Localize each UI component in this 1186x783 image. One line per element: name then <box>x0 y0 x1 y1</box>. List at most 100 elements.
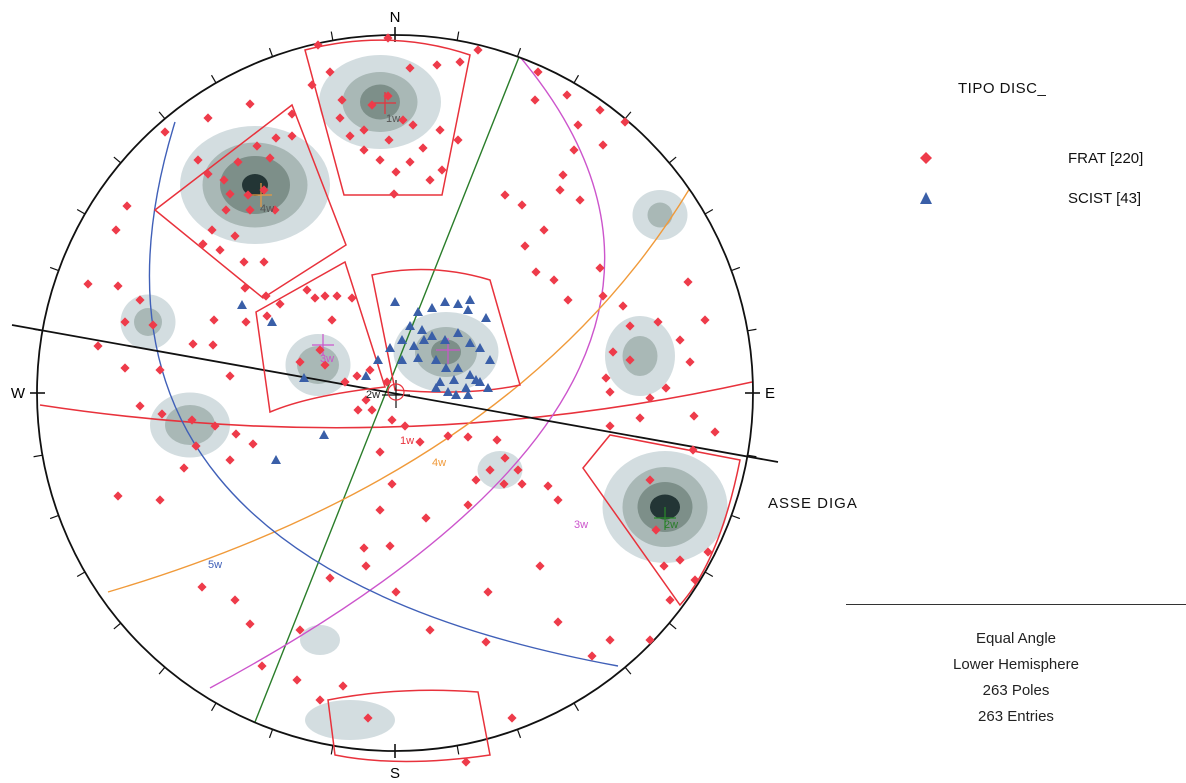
azimuth-tick <box>76 571 86 578</box>
frat-pole <box>635 413 645 423</box>
frat-pole <box>405 157 415 167</box>
frat-pole <box>193 155 203 165</box>
frat-pole <box>703 547 713 557</box>
frat-pole <box>361 561 371 571</box>
frat-pole <box>83 279 93 289</box>
set-label-1w: 1w <box>400 435 414 447</box>
scist-pole <box>431 383 441 392</box>
azimuth-tick <box>456 745 460 755</box>
scist-pole <box>413 353 423 362</box>
frat-pole <box>219 175 229 185</box>
azimuth-tick <box>210 702 217 712</box>
frat-pole <box>383 91 393 101</box>
frat-pole <box>271 133 281 143</box>
frat-pole <box>398 115 408 125</box>
scist-pole <box>465 338 475 347</box>
frat-pole <box>463 500 473 510</box>
frat-pole <box>113 491 123 501</box>
dam-axis-label: ASSE DIGA <box>768 495 858 512</box>
frat-pole <box>575 195 585 205</box>
frat-pole <box>425 175 435 185</box>
frat-pole <box>421 513 431 523</box>
scist-pole <box>397 335 407 344</box>
great-circle-3 <box>209 42 606 689</box>
frat-pole <box>231 429 241 439</box>
set-label-4w: 4w <box>260 203 274 215</box>
frat-pole <box>230 595 240 605</box>
frat-pole <box>365 365 375 375</box>
scist-pole <box>440 297 450 306</box>
frat-pole <box>221 205 231 215</box>
contour-5-level-2 <box>165 405 215 445</box>
azimuth-tick <box>158 111 166 120</box>
frat-pole <box>265 153 275 163</box>
frat-pole <box>391 587 401 597</box>
frat-pole <box>120 317 130 327</box>
frat-pole <box>595 105 605 115</box>
scist-pole <box>267 317 277 326</box>
great-circle-1 <box>39 381 753 429</box>
frat-pole <box>239 257 249 267</box>
frat-pole <box>225 455 235 465</box>
frat-pole <box>455 57 465 67</box>
frat-pole <box>203 113 213 123</box>
frat-pole <box>302 285 312 295</box>
scist-pole <box>463 305 473 314</box>
azimuth-tick <box>456 31 460 41</box>
azimuth-tick <box>573 702 580 712</box>
window-set-1w <box>304 39 471 196</box>
frat-pole <box>598 291 608 301</box>
scist-pole <box>417 325 427 334</box>
frat-pole <box>252 141 262 151</box>
frat-pole <box>259 257 269 267</box>
frat-pole <box>209 315 219 325</box>
legend-triangle-icon <box>920 192 932 204</box>
frat-pole <box>248 439 258 449</box>
frat-pole <box>605 387 615 397</box>
frat-pole <box>675 555 685 565</box>
set-label-2w-green: 2w <box>664 519 678 531</box>
azimuth-tick <box>624 111 632 120</box>
frat-pole <box>645 475 655 485</box>
scist-pole <box>465 370 475 379</box>
frat-pole <box>208 340 218 350</box>
frat-pole <box>549 275 559 285</box>
frat-pole <box>689 411 699 421</box>
frat-pole <box>653 317 663 327</box>
frat-pole <box>375 155 385 165</box>
west-label: W <box>11 385 26 402</box>
frat-pole <box>400 421 410 431</box>
frat-pole <box>473 45 483 55</box>
frat-pole <box>197 582 207 592</box>
frat-pole <box>598 140 608 150</box>
legend-label-frat: FRAT [220] <box>1068 150 1144 167</box>
frat-pole <box>315 345 325 355</box>
frat-pole <box>405 63 415 73</box>
frat-pole <box>425 625 435 635</box>
frat-pole <box>553 495 563 505</box>
frat-pole <box>387 479 397 489</box>
scist-pole <box>237 300 247 309</box>
frat-pole <box>507 713 517 723</box>
frat-pole <box>188 339 198 349</box>
window-south <box>327 689 491 763</box>
frat-pole <box>543 481 553 491</box>
contour-8-level-1 <box>305 700 395 740</box>
azimuth-tick <box>49 266 59 272</box>
frat-pole <box>157 409 167 419</box>
frat-pole <box>435 125 445 135</box>
frat-pole <box>618 301 628 311</box>
frat-pole <box>587 651 597 661</box>
frat-pole <box>347 293 357 303</box>
scist-pole <box>483 383 493 392</box>
scist-pole <box>405 321 415 330</box>
azimuth-tick <box>33 328 43 332</box>
frat-pole <box>605 635 615 645</box>
scist-pole <box>453 299 463 308</box>
scist-pole <box>453 328 463 337</box>
frat-pole <box>387 415 397 425</box>
frat-pole <box>517 200 527 210</box>
azimuth-tick <box>668 156 677 164</box>
frat-pole <box>595 263 605 273</box>
projection-info: Equal Angle Lower Hemisphere 263 Poles 2… <box>916 626 1116 730</box>
